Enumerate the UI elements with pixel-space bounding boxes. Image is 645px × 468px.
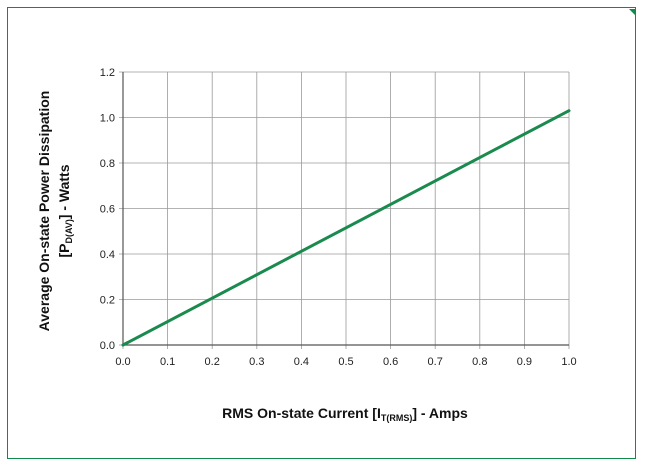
axes: [122, 72, 569, 346]
x-tick-label: 0.9: [517, 356, 532, 368]
y-tick-labels: 0.0 0.2 0.4 0.6 0.8 1.0 1.2: [100, 67, 115, 352]
corner-mark: [629, 9, 636, 16]
y-tick-label: 0.8: [100, 158, 115, 170]
y-tick-label: 0.6: [100, 204, 115, 216]
x-tick-label: 0.7: [428, 356, 443, 368]
x-tick-label: 0.8: [472, 356, 487, 368]
grid-lines: [119, 71, 570, 349]
x-tick-label: 0.6: [383, 356, 398, 368]
x-tick-labels: 0.0 0.1 0.2 0.3 0.4 0.5 0.6 0.7 0.8 0.9 1.0: [115, 356, 576, 368]
y-tick-label: 0.2: [100, 295, 115, 307]
chart-frame: [7, 7, 636, 459]
x-tick-label: 1.0: [561, 356, 576, 368]
y-axis-title-line1: Average On-state Power Dissipation: [36, 91, 52, 332]
y-tick-label: 0.4: [100, 249, 115, 261]
x-tick-label: 0.3: [249, 356, 264, 368]
y-tick-label: 1.0: [100, 113, 115, 125]
x-tick-label: 0.5: [338, 356, 353, 368]
y-axis-title-line2: [PD(AV)] - Watts: [56, 164, 74, 257]
y-tick-label: 1.2: [100, 67, 115, 79]
x-axis-title: RMS On-state Current [IT(RMS)] - Amps: [222, 405, 468, 423]
y-tick-label: 0.0: [100, 340, 115, 352]
x-tick-label: 0.4: [294, 356, 309, 368]
series-line: [121, 109, 571, 347]
data-series: [121, 109, 571, 347]
x-tick-label: 0.2: [205, 356, 220, 368]
x-tick-label: 0.0: [115, 356, 130, 368]
x-tick-label: 0.1: [160, 356, 175, 368]
